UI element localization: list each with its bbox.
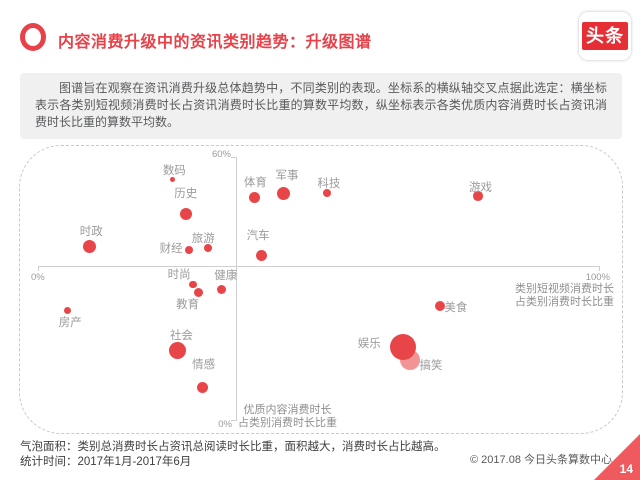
- x-axis-caption: 类别短视频消费时长 占类别消费时长比重: [474, 283, 614, 309]
- page-corner-triangle: [594, 434, 640, 480]
- chart-bubble-label-房产: 房产: [58, 317, 82, 330]
- x-axis-line: [38, 266, 600, 267]
- chart-bubble-数码: [169, 177, 175, 183]
- toutiao-logo: 头条: [579, 12, 631, 60]
- chart-bubble-美食: [434, 301, 445, 312]
- chart-bubble-label-游戏: 游戏: [469, 181, 493, 194]
- y-axis-line: [236, 157, 237, 421]
- chart-bubble-label-娱乐: 娱乐: [357, 338, 381, 351]
- y-axis-min-label: 0%: [218, 419, 232, 430]
- bubble-area-note: 气泡面积：类别总消费时长占资讯总阅读时长比重，面积越大，消费时长占比越高。: [20, 441, 446, 453]
- chart-bubble-教育: [193, 287, 203, 297]
- page-title: 内容消费升级中的资讯类别趋势：升级图谱: [58, 34, 372, 51]
- chart-bubble-label-健康: 健康: [214, 269, 238, 282]
- chart-bubble-游戏: [473, 191, 483, 201]
- chart-bubble-label-教育: 教育: [176, 298, 200, 311]
- y-axis-caption-line1: 优质内容消费时长: [243, 404, 332, 416]
- chart-bubble-label-军事: 军事: [275, 169, 299, 182]
- chart-bubble-label-旅游: 旅游: [191, 233, 215, 246]
- x-axis-min-label: 0%: [31, 272, 45, 283]
- chart-bubble-label-情感: 情感: [192, 359, 216, 372]
- chart-bubble-label-搞笑: 搞笑: [419, 359, 443, 372]
- chart-bubble-label-美食: 美食: [444, 301, 468, 314]
- chart-bubble-label-时尚: 时尚: [167, 269, 191, 282]
- chart-bubble-旅游: [203, 244, 212, 253]
- period-note: 统计时间：2017年1月-2017年6月: [20, 456, 192, 468]
- ring-icon: [20, 23, 46, 51]
- y-axis-caption-line2: 占类别消费时长比重: [238, 417, 337, 429]
- intro-text: 图谱旨在观察在资讯消费升级总体趋势中，不同类别的表现。坐标系的横纵轴交叉点据此选…: [35, 81, 607, 129]
- chart-bubble-label-社会: 社会: [169, 330, 193, 343]
- x-axis-caption-line2: 占类别消费时长比重: [515, 296, 614, 308]
- chart-bubble-汽车: [255, 249, 267, 261]
- chart-bubble-label-数码: 数码: [162, 164, 186, 177]
- chart-bubble-体育: [249, 191, 261, 203]
- chart-bubble-label-时政: 时政: [79, 226, 103, 239]
- copyright: © 2017.08 今日头条算数中心: [470, 454, 612, 466]
- chart-bubble-健康: [217, 284, 227, 295]
- chart-bubble-label-财经: 财经: [159, 242, 183, 255]
- y-axis-bottom-tick: [231, 420, 237, 421]
- chart-bubble-label-体育: 体育: [243, 177, 267, 190]
- x-axis-caption-line1: 类别短视频消费时长: [515, 283, 614, 295]
- chart-bubble-情感: [196, 381, 208, 393]
- chart-bubble-历史: [179, 208, 192, 221]
- page-number: 14: [619, 462, 633, 476]
- chart-bubble-时尚: [189, 280, 197, 289]
- chart-dashed-frame: [19, 145, 623, 434]
- y-axis-caption: 优质内容消费时长 占类别消费时长比重: [237, 404, 338, 430]
- chart-bubble-房产: [64, 306, 72, 314]
- chart-bubble-军事: [276, 186, 290, 200]
- toutiao-logo-text: 头条: [582, 22, 628, 50]
- chart-bubble-label-汽车: 汽车: [246, 229, 270, 242]
- chart-bubble-财经: [185, 245, 194, 254]
- x-axis-right-tick: [599, 266, 600, 271]
- y-axis-top-tick: [231, 157, 237, 158]
- chart-bubble-label-科技: 科技: [317, 177, 341, 190]
- x-axis-max-label: 100%: [585, 272, 610, 283]
- chart-bubble-科技: [322, 189, 331, 198]
- y-axis-max-label: 60%: [211, 149, 231, 160]
- x-axis-left-tick: [38, 266, 39, 271]
- intro-box: 图谱旨在观察在资讯消费升级总体趋势中，不同类别的表现。坐标系的横纵轴交叉点据此选…: [20, 73, 622, 139]
- chart-bubble-社会: [169, 341, 187, 359]
- chart-bubble-label-历史: 历史: [174, 188, 198, 201]
- chart-bubble-时政: [83, 239, 97, 253]
- chart-bubble-搞笑: [400, 349, 421, 370]
